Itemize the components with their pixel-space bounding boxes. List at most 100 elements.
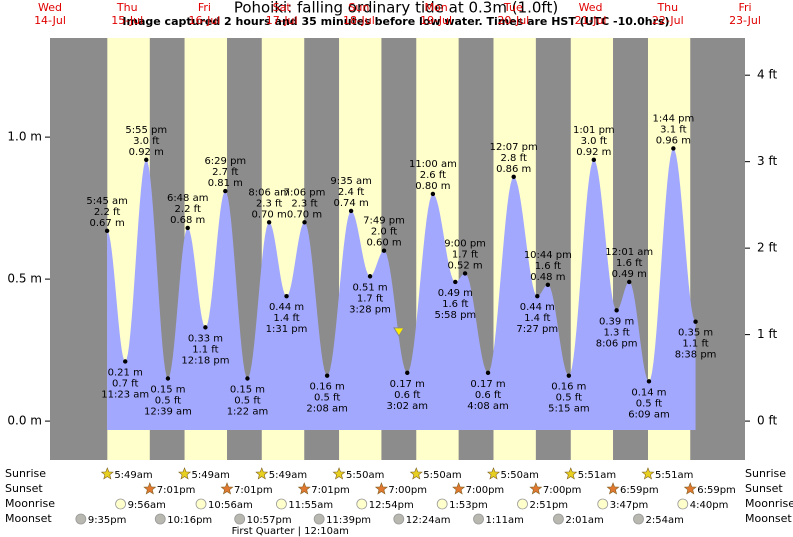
tide-label: 0.70 m <box>287 209 322 220</box>
tide-label: 0.15 m <box>150 384 185 395</box>
date-label: 21-Jul <box>575 14 607 27</box>
tide-point <box>545 282 551 287</box>
tide-label: 0.39 m <box>599 316 634 327</box>
tide-label: 2.7 ft <box>212 167 238 178</box>
tide-label: 0.6 ft <box>394 390 420 401</box>
tide-label: 8:06 pm <box>596 338 638 349</box>
tide-point <box>123 359 128 364</box>
y2-tick-label: 3 ft <box>757 154 777 168</box>
tide-label: 0.5 ft <box>234 395 260 406</box>
date-label: 19-Jul <box>420 14 452 27</box>
tide-area <box>107 148 696 430</box>
tide-point <box>405 370 410 376</box>
tide-point <box>381 248 387 253</box>
sunset-time: 7:00pm <box>388 485 427 496</box>
moonset-time: 2:01am <box>565 515 603 526</box>
date-label: 23-Jul <box>729 14 761 27</box>
moonrise-icon <box>115 498 126 510</box>
tide-label: 1.7 ft <box>452 249 478 260</box>
moonrise-icon <box>517 498 528 510</box>
tide-label: 1:01 pm <box>573 125 615 136</box>
sunset-icon <box>683 482 697 495</box>
tide-label: 11:23 am <box>101 389 149 400</box>
sunset-time: 6:59pm <box>697 485 736 496</box>
moonrise-time: 4:40pm <box>690 500 729 511</box>
tide-label: 2.3 ft <box>256 198 282 209</box>
tide-point <box>144 157 149 163</box>
moonset-time: 10:57pm <box>247 515 292 526</box>
tide-label: 0.17 m <box>470 379 505 390</box>
tide-label: 1.6 ft <box>442 299 468 310</box>
tide-label: 0.35 m <box>678 328 713 339</box>
day-label: Wed <box>579 1 603 14</box>
day-label: Mon <box>425 1 448 14</box>
tide-point <box>324 373 330 378</box>
day-label: Tue <box>503 1 523 14</box>
day-label: Thu <box>656 1 678 14</box>
tide-label: 3.0 ft <box>581 136 607 147</box>
chart-subtitle: Image captured 2 hours and 35 minutes be… <box>122 15 669 28</box>
tide-label: 0.81 m <box>208 178 243 189</box>
tide-label: 3:28 pm <box>349 304 391 315</box>
tide-label: 1.4 ft <box>273 313 299 324</box>
moonset-icon <box>393 513 405 525</box>
sunset-icon <box>606 482 620 495</box>
moonset-icon <box>154 513 166 525</box>
tide-label: 12:01 am <box>605 247 653 258</box>
tide-point <box>591 157 597 163</box>
y2-tick-label: 1 ft <box>757 327 777 341</box>
tide-label: 0.33 m <box>188 333 223 344</box>
sunset-time: 7:01pm <box>311 485 350 496</box>
tide-point <box>566 373 572 378</box>
tide-point <box>693 319 698 324</box>
moonset-icon <box>313 513 325 525</box>
tide-label: 8:38 pm <box>675 350 717 361</box>
y2-tick-label: 2 ft <box>757 241 777 255</box>
moonset-time: 9:35pm <box>88 515 127 526</box>
sunset-icon <box>143 482 157 495</box>
tide-point <box>671 146 676 151</box>
moon-phase: First Quarter | 12:10am <box>232 526 349 537</box>
tide-point <box>245 376 250 381</box>
sunset-icon <box>529 482 543 495</box>
tide-label: 7:27 pm <box>516 324 558 335</box>
tide-label: 0.86 m <box>496 164 531 175</box>
tide-label: 0.67 m <box>90 218 125 229</box>
moonset-time: 11:39pm <box>326 515 371 526</box>
tide-label: 4:08 am <box>467 401 509 412</box>
sunset-icon <box>452 482 466 495</box>
tide-label: 0.92 m <box>129 147 164 158</box>
tide-label: 0.80 m <box>415 181 450 192</box>
moonset-icon <box>633 513 644 525</box>
tide-label: 5:55 pm <box>125 125 167 136</box>
sunrise-icon <box>564 467 578 480</box>
tide-label: 0.6 ft <box>475 390 501 401</box>
tide-label: 0.5 ft <box>314 393 340 404</box>
tide-label: 0.96 m <box>656 135 691 146</box>
moonrise-time: 11:55am <box>288 500 333 511</box>
tide-label: 7:49 pm <box>363 216 405 227</box>
tide-label: 2.6 ft <box>420 170 446 181</box>
day-label: Sat <box>273 1 292 14</box>
date-label: 17-Jul <box>266 14 298 27</box>
tide-label: 1.6 ft <box>616 258 642 269</box>
tide-label: 0.16 m <box>551 382 586 393</box>
row-label: Moonrise <box>5 497 55 510</box>
sunrise-time: 5:51am <box>578 470 616 481</box>
moonrise-icon <box>597 498 609 510</box>
tide-point <box>430 191 436 197</box>
tide-label: 0.15 m <box>230 384 265 395</box>
sunrise-time: 5:50am <box>500 470 538 481</box>
sunrise-icon <box>332 467 346 480</box>
tide-point <box>185 225 190 231</box>
sunrise-time: 5:49am <box>114 470 152 481</box>
tide-label: 2.3 ft <box>291 198 317 209</box>
y-tick-label: 1.0 m <box>7 130 42 144</box>
tide-label: 1.1 ft <box>192 344 218 355</box>
tide-point <box>165 376 171 381</box>
tide-point <box>266 220 272 225</box>
tide-point <box>223 188 228 194</box>
tide-label: 1.1 ft <box>682 339 708 350</box>
tide-label: 1:44 pm <box>652 113 694 124</box>
